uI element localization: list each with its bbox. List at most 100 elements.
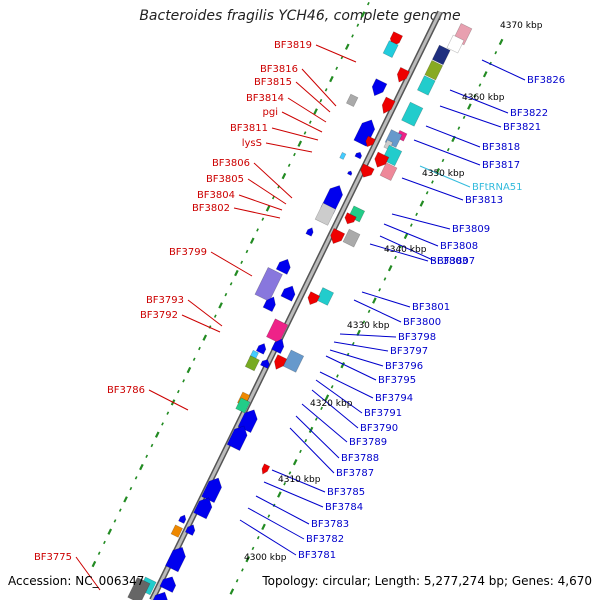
tick-mark bbox=[329, 75, 334, 83]
leader-line bbox=[419, 165, 471, 188]
gene-arrow bbox=[347, 170, 353, 176]
gene-label-right: BF3797 bbox=[390, 346, 428, 357]
tick-mark bbox=[431, 180, 434, 184]
tick-mark bbox=[245, 249, 249, 254]
kbp-label: 4350 kbp bbox=[422, 169, 465, 179]
tick-mark bbox=[351, 34, 354, 38]
tick-mark bbox=[478, 83, 482, 87]
tick-mark bbox=[241, 568, 244, 572]
gene-label-right: BF3822 bbox=[510, 108, 548, 119]
gene-box bbox=[254, 267, 283, 302]
gene-label-left: BF3799 bbox=[169, 247, 207, 258]
gene-label-left: BF3802 bbox=[192, 203, 230, 214]
gene-arrow bbox=[305, 227, 314, 237]
gene-box bbox=[339, 151, 347, 160]
tick-mark bbox=[129, 486, 133, 491]
gene-arrow bbox=[330, 228, 346, 245]
gene-label-right: BF3788 bbox=[341, 453, 379, 464]
tick-mark bbox=[457, 126, 461, 130]
tick-mark bbox=[182, 379, 186, 383]
gene-label-right: BFtRNA51 bbox=[472, 182, 523, 193]
gene-label-right: BF3785 bbox=[327, 487, 365, 498]
tick-mark bbox=[229, 588, 235, 595]
gene-box bbox=[244, 355, 260, 372]
tick-mark bbox=[186, 366, 192, 374]
tick-mark bbox=[297, 140, 303, 147]
tick-mark bbox=[229, 282, 233, 286]
leader-line bbox=[265, 142, 313, 153]
gene-box bbox=[424, 59, 444, 81]
gene-label-left: BF3815 bbox=[254, 77, 292, 88]
tick-mark bbox=[288, 471, 292, 475]
tick-mark bbox=[441, 158, 445, 163]
gene-label-left: BF3819 bbox=[274, 40, 312, 51]
gene-box bbox=[314, 202, 337, 226]
leader-line bbox=[301, 68, 337, 107]
gene-label-right: BF3791 bbox=[364, 408, 402, 419]
leader-line bbox=[353, 299, 402, 323]
leader-line bbox=[315, 379, 363, 414]
tick-mark bbox=[498, 38, 504, 46]
gene-label-right: BF3781 bbox=[298, 550, 336, 561]
tick-mark bbox=[314, 417, 318, 421]
tick-mark bbox=[409, 223, 413, 227]
tick-mark bbox=[118, 508, 122, 512]
genome-summary: Topology: circular; Length: 5,277,274 bp… bbox=[262, 574, 592, 588]
gene-label-left: BF3814 bbox=[246, 93, 284, 104]
tick-mark bbox=[103, 540, 106, 545]
gene-label-right: BF3817 bbox=[482, 160, 520, 171]
gene-label-right: BF3808 bbox=[440, 241, 478, 252]
leader-line bbox=[439, 105, 502, 128]
gene-label-left: BF3816 bbox=[260, 64, 298, 75]
tick-mark bbox=[394, 255, 397, 260]
tick-mark bbox=[299, 449, 302, 454]
leader-line bbox=[319, 371, 374, 399]
gene-label-right: BF3807 bbox=[437, 256, 475, 267]
tick-mark bbox=[150, 443, 154, 448]
gene-arrow bbox=[193, 497, 213, 520]
gene-arrow bbox=[226, 425, 248, 451]
gene-label-right: BF3790 bbox=[360, 423, 398, 434]
kbp-label: 4300 kbp bbox=[244, 553, 287, 563]
gene-label-right: BF3798 bbox=[398, 332, 436, 343]
leader-line bbox=[379, 235, 436, 262]
tick-mark bbox=[267, 514, 271, 518]
gene-label-right: BF3813 bbox=[465, 195, 503, 206]
gene-box bbox=[383, 139, 394, 151]
kbp-label: 4320 kbp bbox=[310, 399, 353, 409]
tick-mark bbox=[91, 560, 97, 568]
leader-line bbox=[315, 44, 357, 63]
leader-line bbox=[401, 177, 464, 201]
gene-features bbox=[127, 23, 473, 600]
tick-mark bbox=[336, 374, 339, 378]
tick-mark bbox=[308, 120, 312, 124]
tick-mark bbox=[320, 406, 323, 411]
gene-arrow bbox=[178, 514, 187, 524]
tick-mark bbox=[107, 528, 113, 535]
leader-line bbox=[187, 299, 223, 327]
gene-box bbox=[431, 44, 451, 66]
tick-mark bbox=[378, 288, 382, 292]
leader-line bbox=[383, 223, 439, 247]
tick-mark bbox=[218, 302, 223, 309]
gene-label-right: BF3803 bbox=[430, 256, 468, 267]
tick-mark bbox=[249, 237, 255, 244]
leader-line bbox=[255, 495, 310, 525]
leader-line bbox=[301, 403, 348, 443]
tick-mark bbox=[403, 232, 409, 240]
gene-label-left: pgi bbox=[263, 107, 278, 118]
leader-line bbox=[238, 194, 283, 211]
tick-mark bbox=[192, 357, 196, 361]
tick-mark bbox=[224, 292, 228, 297]
gene-label-left: BF3793 bbox=[146, 295, 184, 306]
gene-arrow bbox=[280, 285, 296, 302]
gene-label-right: BF3789 bbox=[349, 437, 387, 448]
tick-mark bbox=[271, 195, 275, 200]
tick-mark bbox=[319, 98, 323, 103]
tick-mark bbox=[145, 454, 149, 458]
gene-label-right: BF3783 bbox=[311, 519, 349, 530]
kbp-label: 4370 kbp bbox=[500, 21, 543, 31]
tick-mark bbox=[308, 426, 314, 434]
gene-arrow bbox=[159, 576, 177, 593]
